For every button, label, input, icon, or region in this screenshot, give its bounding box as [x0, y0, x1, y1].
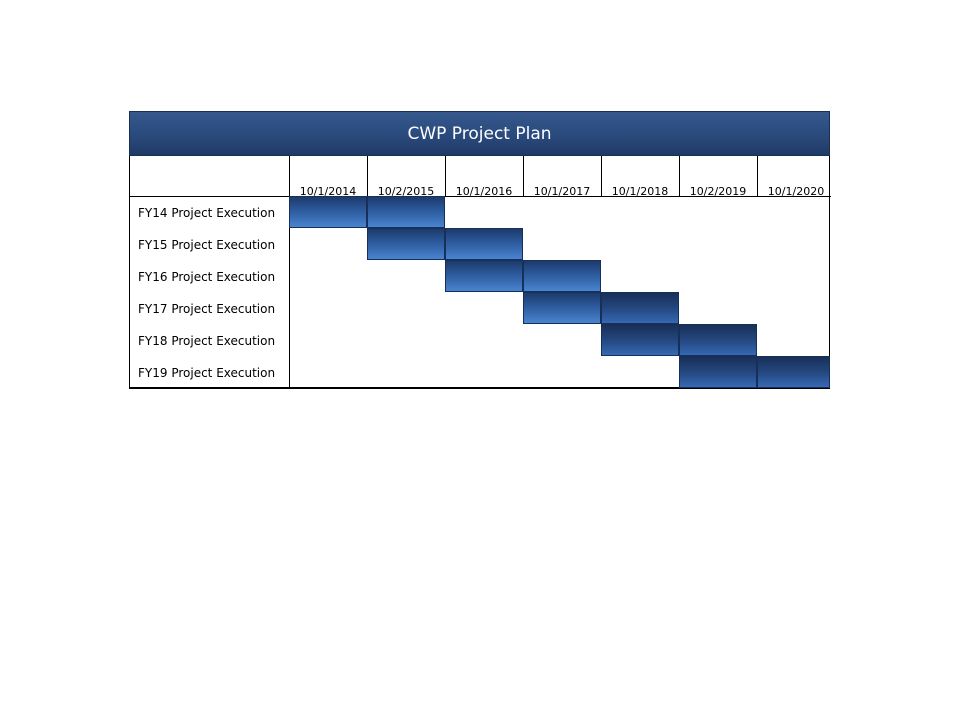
- date-header: 10/1/2017: [533, 185, 591, 198]
- date-header: 10/2/2015: [377, 185, 435, 198]
- gantt-bar: [289, 196, 367, 228]
- header-divider: [130, 196, 831, 197]
- column-separator: [757, 156, 758, 196]
- date-header: 10/1/2020: [767, 185, 825, 198]
- date-header: 10/1/2014: [299, 185, 357, 198]
- chart-title: CWP Project Plan: [129, 111, 830, 156]
- gantt-chart: CWP Project Plan 10/1/2014 10/2/2015 10/1/…: [129, 111, 831, 389]
- gantt-bar: [679, 324, 757, 356]
- row-label: FY19 Project Execution: [138, 366, 276, 380]
- column-separator: [679, 156, 680, 196]
- column-separator: [523, 156, 524, 196]
- date-header: 10/1/2018: [611, 185, 669, 198]
- column-separator: [367, 156, 368, 196]
- row-label: FY18 Project Execution: [138, 334, 276, 348]
- column-separator: [445, 156, 446, 196]
- row-label: FY17 Project Execution: [138, 302, 276, 316]
- gantt-bar: [367, 196, 445, 228]
- row-label: FY15 Project Execution: [138, 238, 276, 252]
- date-header: 10/2/2019: [689, 185, 747, 198]
- gantt-bar: [601, 292, 679, 324]
- gantt-bar: [523, 260, 601, 292]
- gantt-bar: [445, 228, 523, 260]
- gantt-bar: [445, 260, 523, 292]
- gantt-bar: [601, 324, 679, 356]
- column-separator: [601, 156, 602, 196]
- row-label: FY16 Project Execution: [138, 270, 276, 284]
- gantt-bar: [523, 292, 601, 324]
- gantt-bar: [679, 356, 757, 388]
- date-header: 10/1/2016: [455, 185, 513, 198]
- label-column-divider: [289, 156, 290, 389]
- gantt-bar: [757, 356, 830, 388]
- grid-frame: [129, 156, 831, 389]
- row-label: FY14 Project Execution: [138, 206, 276, 220]
- gantt-bar: [367, 228, 445, 260]
